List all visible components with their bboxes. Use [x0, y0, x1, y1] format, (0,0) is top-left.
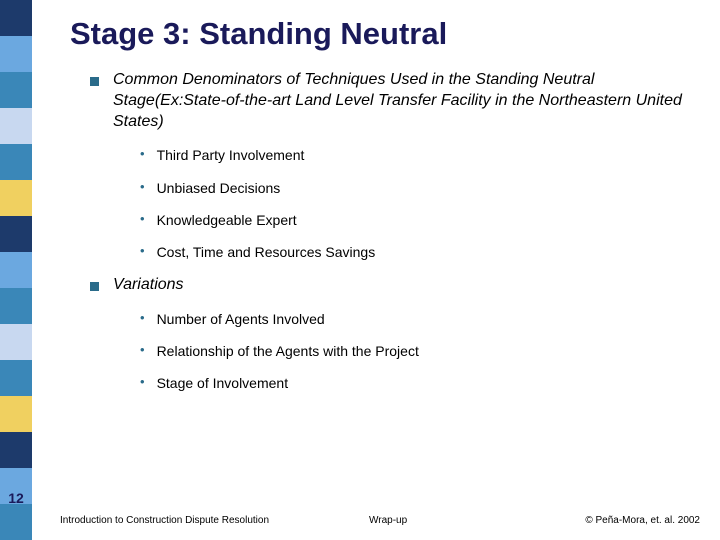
sidebar-block — [0, 504, 32, 540]
sidebar-block — [0, 324, 32, 360]
sidebar-block — [0, 216, 32, 252]
sidebar-block — [0, 396, 32, 432]
slide-title: Stage 3: Standing Neutral — [70, 16, 447, 52]
bullet-level2: • Relationship of the Agents with the Pro… — [140, 342, 690, 360]
square-bullet-icon — [90, 282, 99, 291]
sub-bullet-text: Relationship of the Agents with the Proj… — [157, 342, 419, 360]
sidebar-block — [0, 144, 32, 180]
sub-bullet-text: Knowledgeable Expert — [157, 211, 297, 229]
footer-center: Wrap-up — [369, 515, 407, 526]
sidebar-block — [0, 288, 32, 324]
sidebar-block — [0, 36, 32, 72]
dot-bullet-icon: • — [140, 211, 145, 228]
bullet-level2: • Stage of Involvement — [140, 374, 690, 392]
square-bullet-icon — [90, 77, 99, 86]
bullet-level1: Variations — [90, 275, 690, 296]
sidebar-block — [0, 432, 32, 468]
footer: Introduction to Construction Dispute Res… — [60, 515, 700, 526]
sidebar-block — [0, 0, 32, 36]
bullet-level2: • Number of Agents Involved — [140, 310, 690, 328]
sub-bullet-text: Number of Agents Involved — [157, 310, 325, 328]
dot-bullet-icon: • — [140, 310, 145, 327]
sidebar-color-strip — [0, 0, 32, 540]
sidebar-block — [0, 252, 32, 288]
sub-bullet-text: Unbiased Decisions — [157, 179, 281, 197]
bullet-level1: Common Denominators of Techniques Used i… — [90, 70, 690, 132]
bullet-level2: • Knowledgeable Expert — [140, 211, 690, 229]
dot-bullet-icon: • — [140, 179, 145, 196]
sub-bullet-text: Third Party Involvement — [157, 146, 305, 164]
footer-right: © Peña-Mora, et. al. 2002 — [585, 515, 700, 526]
sidebar-block — [0, 72, 32, 108]
sidebar-block — [0, 108, 32, 144]
dot-bullet-icon: • — [140, 146, 145, 163]
sub-bullet-text: Cost, Time and Resources Savings — [157, 243, 376, 261]
footer-left: Introduction to Construction Dispute Res… — [60, 515, 269, 526]
dot-bullet-icon: • — [140, 243, 145, 260]
sub-bullet-text: Stage of Involvement — [157, 374, 289, 392]
sidebar-block — [0, 180, 32, 216]
bullet-level2: • Third Party Involvement — [140, 146, 690, 164]
bullet-text: Variations — [113, 275, 184, 296]
dot-bullet-icon: • — [140, 342, 145, 359]
bullet-text: Common Denominators of Techniques Used i… — [113, 70, 690, 132]
content-area: Common Denominators of Techniques Used i… — [90, 70, 690, 407]
bullet-level2: • Unbiased Decisions — [140, 179, 690, 197]
slide-number: 12 — [4, 490, 28, 506]
bullet-level2: • Cost, Time and Resources Savings — [140, 243, 690, 261]
sidebar-block — [0, 360, 32, 396]
dot-bullet-icon: • — [140, 374, 145, 391]
